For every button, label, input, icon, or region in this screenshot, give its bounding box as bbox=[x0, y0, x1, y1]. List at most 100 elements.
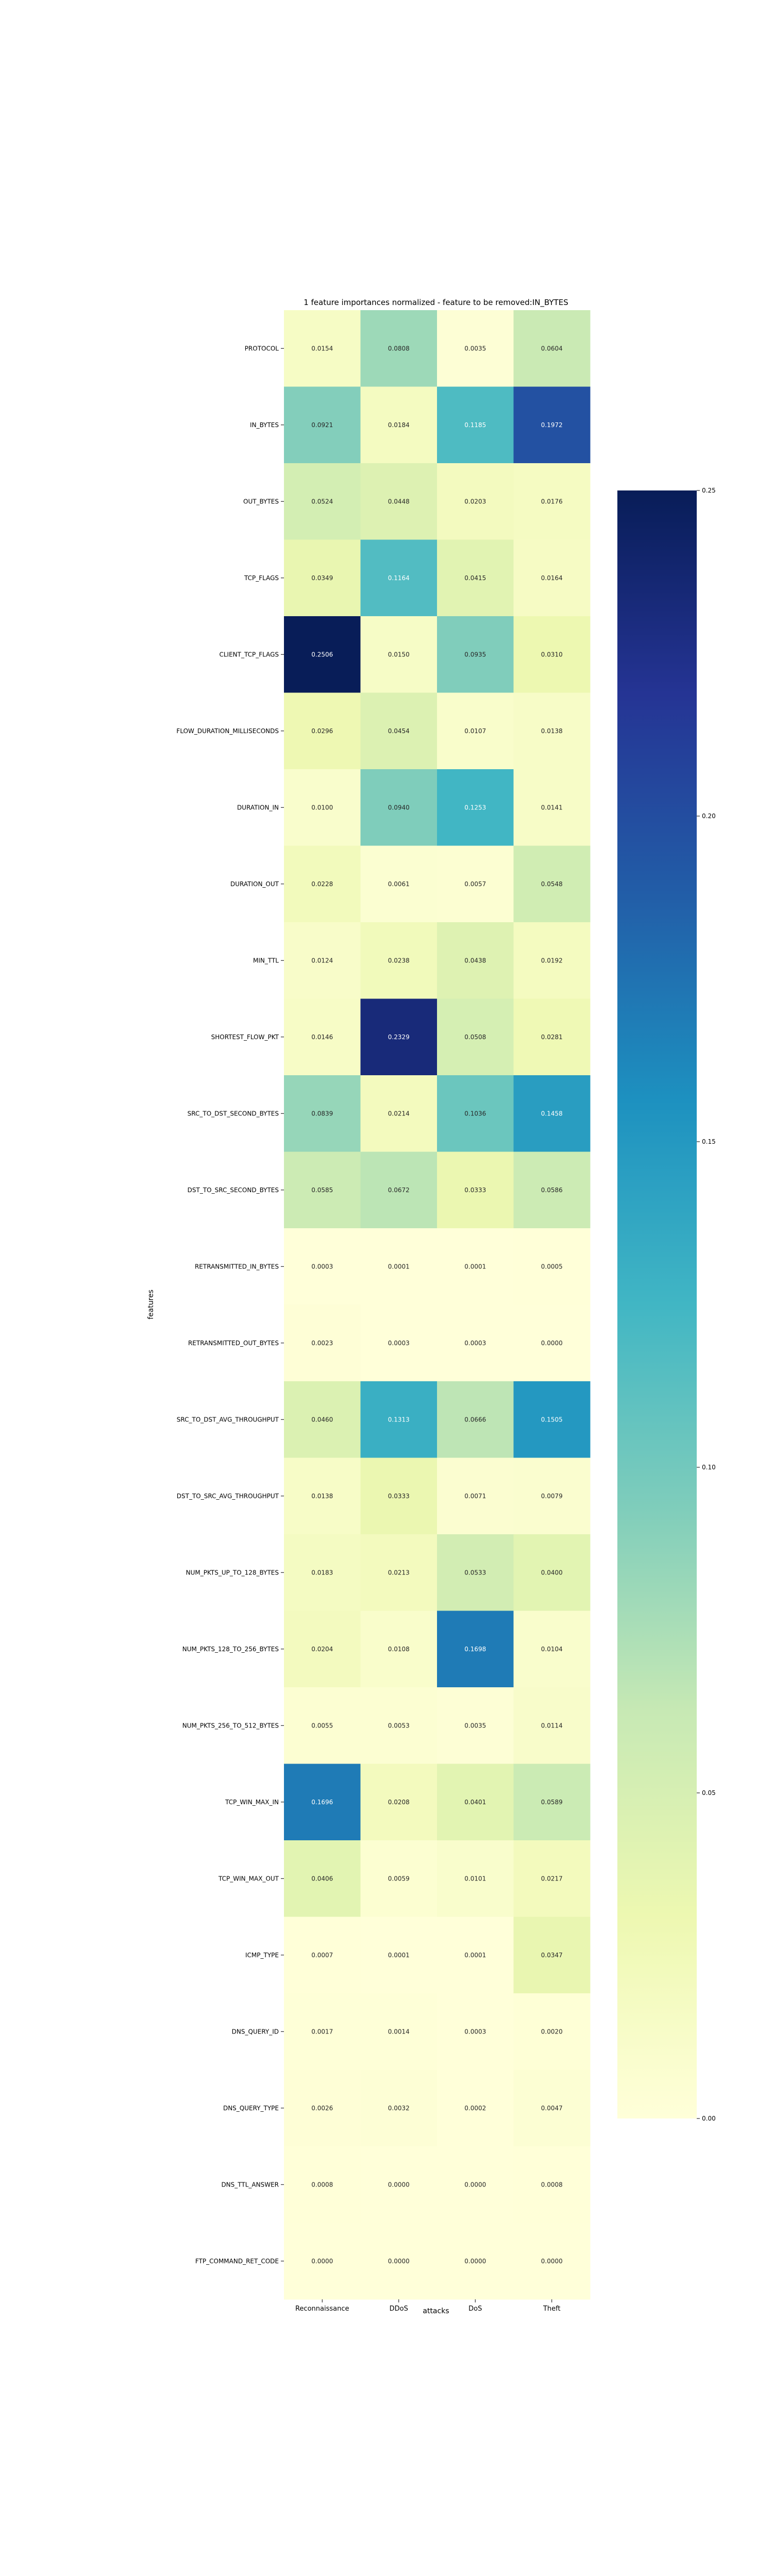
cell-value-label: 0.0184 bbox=[388, 421, 410, 429]
heatmap-cell bbox=[360, 1228, 438, 1305]
heatmap-cell bbox=[360, 692, 438, 770]
cell-value-label: 0.0055 bbox=[311, 1722, 333, 1729]
cell-value-label: 0.0001 bbox=[464, 1263, 486, 1270]
cell-value-label: 0.0035 bbox=[464, 345, 486, 352]
heatmap-cell bbox=[513, 1764, 591, 1841]
heatmap-cell bbox=[284, 2223, 361, 2300]
heatmap-cell bbox=[437, 310, 514, 387]
cell-value-label: 0.0002 bbox=[464, 2105, 486, 2112]
heatmap-cell bbox=[437, 386, 514, 464]
cell-value-label: 0.0213 bbox=[388, 1569, 410, 1576]
heatmap-cell bbox=[360, 1917, 438, 1994]
cell-value-label: 0.0333 bbox=[464, 1187, 486, 1194]
y-tick-label: NUM_PKTS_UP_TO_128_BYTES bbox=[186, 1569, 279, 1576]
x-tick-label: DDoS bbox=[390, 2305, 408, 2313]
heatmap-cell bbox=[513, 539, 591, 617]
cell-value-label: 0.0001 bbox=[388, 1263, 410, 1270]
heatmap-cell bbox=[284, 845, 361, 923]
colorbar-tick-label: 0.25 bbox=[702, 487, 716, 494]
cell-value-label: 0.0281 bbox=[541, 1033, 563, 1041]
heatmap-cell bbox=[437, 1917, 514, 1994]
heatmap-cell bbox=[284, 1993, 361, 2070]
cell-value-label: 0.1505 bbox=[541, 1416, 563, 1423]
cell-value-label: 0.0401 bbox=[464, 1799, 486, 1806]
cell-value-label: 0.0001 bbox=[464, 1952, 486, 1959]
y-tick-label: SRC_TO_DST_AVG_THROUGHPUT bbox=[177, 1416, 279, 1423]
heatmap-cell bbox=[513, 310, 591, 387]
heatmap-cell bbox=[437, 2070, 514, 2147]
y-tick-label: MIN_TTL bbox=[253, 957, 279, 964]
heatmap-cell bbox=[437, 539, 514, 617]
cell-value-label: 0.0415 bbox=[464, 574, 486, 582]
heatmap-cell bbox=[360, 922, 438, 999]
cell-value-label: 0.0203 bbox=[464, 498, 486, 505]
x-tick-label: Reconnaissance bbox=[295, 2305, 349, 2313]
heatmap-cell bbox=[284, 1228, 361, 1305]
heatmap-cell bbox=[360, 845, 438, 923]
heatmap-cell bbox=[437, 1228, 514, 1305]
heatmap-cell bbox=[360, 1764, 438, 1841]
cell-value-label: 0.1972 bbox=[541, 421, 563, 429]
cell-value-label: 0.2329 bbox=[388, 1033, 410, 1041]
heatmap-cell bbox=[360, 310, 438, 387]
cell-value-label: 0.0333 bbox=[388, 1493, 410, 1500]
y-tick-label: TCP_WIN_MAX_OUT bbox=[218, 1875, 279, 1882]
cell-value-label: 0.0008 bbox=[541, 2181, 563, 2188]
cell-value-label: 0.1253 bbox=[464, 804, 486, 811]
cell-value-label: 0.0589 bbox=[541, 1799, 563, 1806]
cell-value-label: 0.0138 bbox=[311, 1493, 333, 1500]
heatmap-cell bbox=[284, 1304, 361, 1382]
colorbar-tick-label: 0.15 bbox=[702, 1138, 716, 1145]
y-tick-label: RETRANSMITTED_OUT_BYTES bbox=[188, 1340, 279, 1347]
y-tick-label: DNS_TTL_ANSWER bbox=[221, 2181, 279, 2188]
heatmap-cell bbox=[360, 1611, 438, 1688]
y-tick-label: NUM_PKTS_256_TO_512_BYTES bbox=[182, 1722, 279, 1729]
heatmap-cell bbox=[360, 1458, 438, 1535]
cell-value-label: 0.0176 bbox=[541, 498, 563, 505]
heatmap-cell bbox=[360, 1534, 438, 1611]
heatmap-cell bbox=[360, 463, 438, 540]
heatmap-cell bbox=[437, 998, 514, 1076]
heatmap-cell bbox=[284, 616, 361, 693]
heatmap-cell bbox=[360, 1840, 438, 1917]
cell-value-label: 0.0666 bbox=[464, 1416, 486, 1423]
cell-value-label: 0.0448 bbox=[388, 498, 410, 505]
heatmap-cell bbox=[360, 1075, 438, 1152]
cell-value-label: 0.0032 bbox=[388, 2105, 410, 2112]
heatmap-cell bbox=[437, 1687, 514, 1764]
cell-value-label: 0.0000 bbox=[388, 2258, 410, 2265]
heatmap-cell bbox=[513, 1458, 591, 1535]
heatmap-cell bbox=[360, 386, 438, 464]
cell-value-label: 0.0296 bbox=[311, 727, 333, 735]
heatmap-cell bbox=[360, 769, 438, 846]
heatmap-cell bbox=[437, 1534, 514, 1611]
y-tick-label: FLOW_DURATION_MILLISECONDS bbox=[176, 727, 279, 735]
cell-value-label: 0.0604 bbox=[541, 345, 563, 352]
heatmap-cell bbox=[360, 1993, 438, 2070]
cell-value-label: 0.0228 bbox=[311, 880, 333, 888]
cell-value-label: 0.0003 bbox=[464, 1340, 486, 1347]
cell-value-label: 0.1164 bbox=[388, 574, 410, 582]
cell-value-label: 0.2506 bbox=[311, 651, 333, 658]
heatmap-cell bbox=[513, 1381, 591, 1458]
heatmap-cell bbox=[284, 692, 361, 770]
cell-value-label: 0.0000 bbox=[541, 2258, 563, 2265]
heatmap-cell bbox=[437, 1151, 514, 1229]
heatmap-cell bbox=[437, 845, 514, 923]
heatmap-cell bbox=[437, 922, 514, 999]
cell-value-label: 0.0454 bbox=[388, 727, 410, 735]
heatmap-cell bbox=[284, 1840, 361, 1917]
heatmap-cell bbox=[284, 2146, 361, 2223]
heatmap-cell bbox=[284, 1611, 361, 1688]
cell-value-label: 0.0107 bbox=[464, 727, 486, 735]
y-tick-label: FTP_COMMAND_RET_CODE bbox=[195, 2258, 279, 2265]
y-tick-label: DST_TO_SRC_SECOND_BYTES bbox=[188, 1187, 279, 1194]
y-tick-label: OUT_BYTES bbox=[243, 498, 279, 505]
heatmap-cell bbox=[360, 1381, 438, 1458]
heatmap-cell bbox=[513, 386, 591, 464]
heatmap-cell bbox=[284, 386, 361, 464]
heatmap-cell bbox=[437, 1764, 514, 1841]
cell-value-label: 0.0100 bbox=[311, 804, 333, 811]
y-tick-label: SHORTEST_FLOW_PKT bbox=[211, 1033, 279, 1041]
